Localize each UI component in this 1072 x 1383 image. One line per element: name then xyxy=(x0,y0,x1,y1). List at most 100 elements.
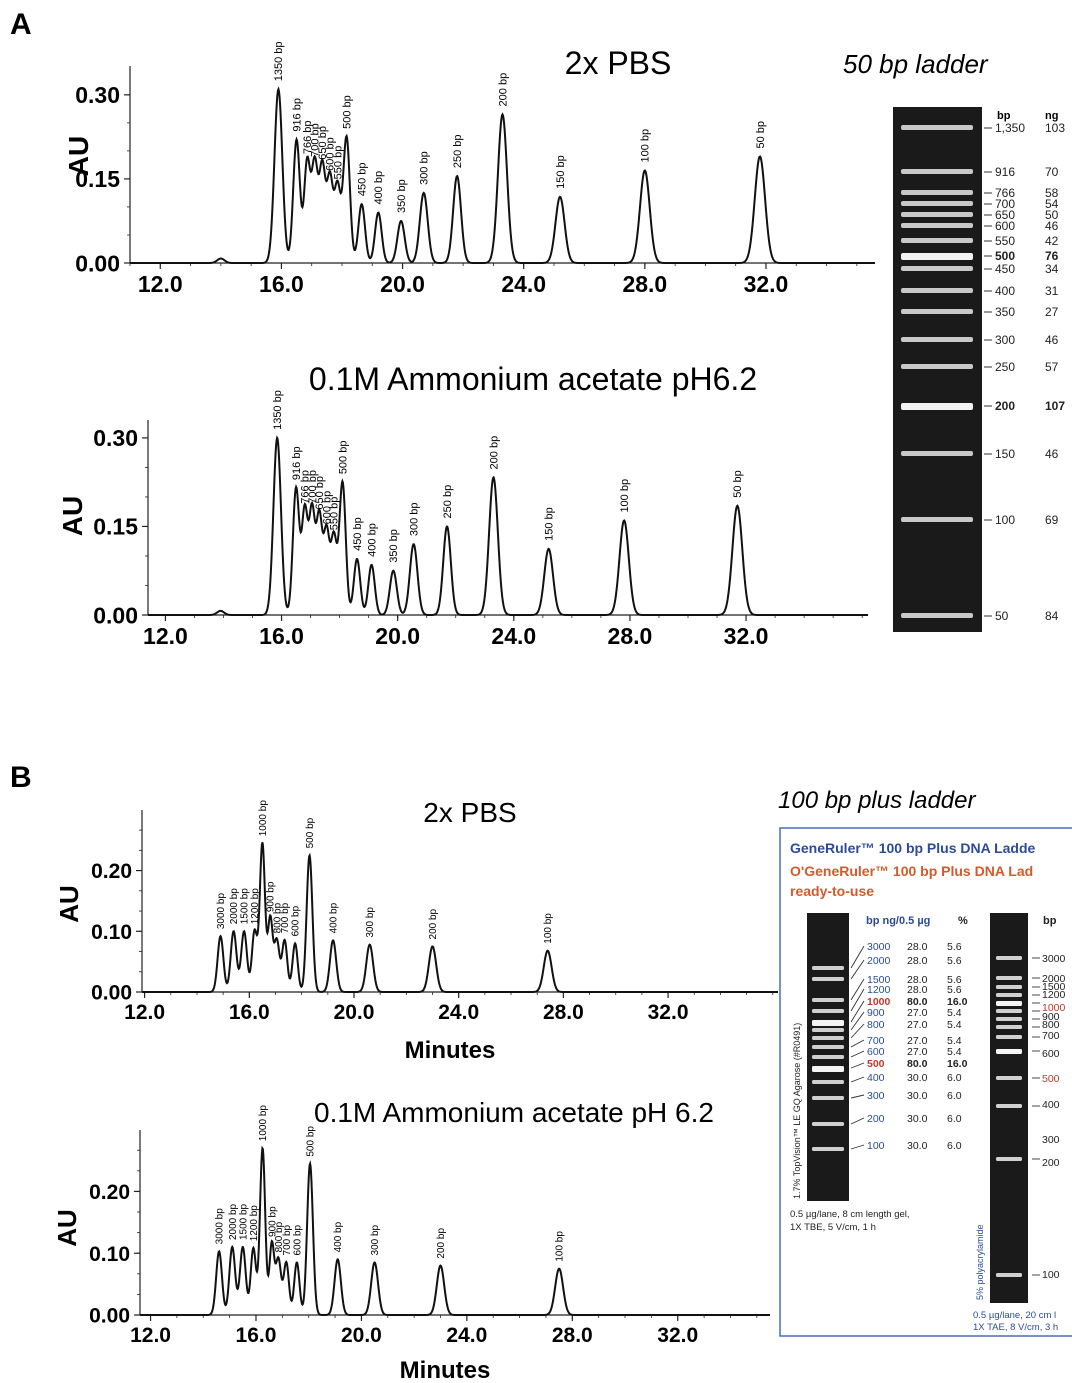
gel1-pct-label: 5.4 xyxy=(947,1035,962,1047)
gel-band xyxy=(901,169,973,174)
y-tick-label: 0.15 xyxy=(75,166,120,192)
y-tick-label: 0.20 xyxy=(89,1181,130,1204)
gel-ng-label: 46 xyxy=(1045,447,1059,461)
peak-label: 1200 bp xyxy=(250,888,261,925)
x-tick-label: 16.0 xyxy=(229,1001,270,1024)
gel1-pct-label: 5.4 xyxy=(947,1019,962,1031)
y-axis-label: AU xyxy=(54,885,84,923)
ready-to-use-label: ready-to-use xyxy=(790,883,874,899)
gel1-ng-label: 30.0 xyxy=(907,1113,928,1125)
gel1-bp-label: 1500 xyxy=(867,974,891,986)
gel1-band xyxy=(812,1066,844,1072)
gel1-connector xyxy=(850,1039,865,1048)
gel1-band xyxy=(812,1080,844,1084)
gel-ng-label: 54 xyxy=(1045,197,1059,211)
peak-label: 900 bp xyxy=(267,1206,278,1237)
gel1-pct-label: 16.0 xyxy=(947,996,968,1008)
x-tick-label: 20.0 xyxy=(375,623,420,649)
x-axis-label: Minutes xyxy=(405,1037,496,1064)
peak-label: 250 bp xyxy=(442,485,454,519)
gel-band xyxy=(901,212,973,217)
gel1-ng-label: 27.0 xyxy=(907,1019,928,1031)
gel-bp-label: 650 xyxy=(995,208,1015,222)
gel-ng-label: 70 xyxy=(1045,165,1059,179)
gel-band xyxy=(901,288,973,293)
gel-ng-label: 69 xyxy=(1045,513,1059,527)
gel-ng-label: 27 xyxy=(1045,305,1059,319)
peak-label: 2000 bp xyxy=(228,1203,239,1240)
gel1-band xyxy=(812,1055,844,1059)
gel1-band xyxy=(812,1028,844,1032)
gel-ng-label: 46 xyxy=(1045,219,1059,233)
gel-ng-label: 57 xyxy=(1045,360,1059,374)
x-tick-label: 24.0 xyxy=(438,1001,479,1024)
peak-label: 916 bp xyxy=(291,98,303,132)
peak-label: 250 bp xyxy=(452,134,464,168)
panel-letter-a: A xyxy=(10,8,32,41)
gel2-bp-label: 1500 xyxy=(1042,981,1066,993)
peak-label: 1000 bp xyxy=(258,1105,269,1142)
peak-label: 600 bp xyxy=(325,137,337,171)
peak-label: 700 bp xyxy=(307,470,319,504)
peak-label: 300 bp xyxy=(419,151,431,185)
gel-bp-label: 700 xyxy=(995,197,1015,211)
gel1-pct-label: 5.4 xyxy=(947,1007,962,1019)
peak-label: 600 bp xyxy=(321,491,333,525)
ogeneruler-title: O'GeneRuler™ 100 bp Plus DNA Lad xyxy=(790,863,1033,879)
peak-label: 1200 bp xyxy=(249,1205,260,1242)
gel1-ng-label: 30.0 xyxy=(907,1090,928,1102)
chart-b-pbs: 2x PBS AU Minutes 0.00 0.10 0.20 12.0 16.0 20.0 2… xyxy=(54,797,778,1064)
gel2-band xyxy=(996,1273,1022,1277)
y-axis-label: AU xyxy=(52,1209,82,1247)
chart-title: 0.1M Ammonium acetate pH 6.2 xyxy=(314,1097,714,1128)
gel2-note-2: 1X TAE, 8 V/cm, 3 h xyxy=(973,1322,1058,1333)
gel-bp-label: 350 xyxy=(995,305,1015,319)
gel-bp-label: 600 xyxy=(995,219,1015,233)
gel-band xyxy=(901,238,973,243)
x-tick-label: 12.0 xyxy=(124,1001,165,1024)
gel-bp-label: 916 xyxy=(995,165,1015,179)
gel-bp-label: 250 xyxy=(995,360,1015,374)
gel2-bp-label: 200 xyxy=(1042,1157,1060,1169)
peak-label: 200 bp xyxy=(436,1228,447,1259)
peak-label: 100 bp xyxy=(619,479,631,513)
gel1-band xyxy=(812,1096,844,1100)
gel1-bp-label: 1000 xyxy=(867,996,891,1008)
y-tick-label: 0.20 xyxy=(91,860,132,883)
gel2-band xyxy=(996,1157,1022,1161)
ladder-title-a: 50 bp ladder xyxy=(843,49,989,79)
gel-bp-label: 300 xyxy=(995,333,1015,347)
gel1-connector xyxy=(850,1117,865,1125)
gel-band xyxy=(901,266,973,271)
gel1-connector xyxy=(850,1062,865,1069)
gel2-bp-label: 3000 xyxy=(1042,953,1066,965)
peak-label: 100 bp xyxy=(640,129,652,163)
gel1-ng-label: 28.0 xyxy=(907,941,928,953)
gel-band xyxy=(901,190,973,195)
gel2-bp-label: 600 xyxy=(1042,1048,1060,1060)
gel2-band xyxy=(996,1076,1022,1080)
gel2-side-label: 5% polyacrylamide xyxy=(975,1224,985,1300)
gel-band xyxy=(901,613,973,618)
gel1-ng-label: 27.0 xyxy=(907,1007,928,1019)
peak-label: 100 bp xyxy=(555,1231,566,1262)
peak-label: 766 bp xyxy=(302,120,314,154)
gel1-band xyxy=(812,1122,844,1126)
gel-ng-label: 84 xyxy=(1045,609,1059,623)
peak-label: 50 bp xyxy=(755,121,767,149)
gel-band xyxy=(901,517,973,522)
gel2-bp-label: 100 xyxy=(1042,1269,1060,1281)
chart-title: 2x PBS xyxy=(565,45,672,81)
x-tick-label: 28.0 xyxy=(543,1001,584,1024)
gel2-bp-label: 300 xyxy=(1042,1134,1060,1146)
gel1-bp-label: 600 xyxy=(867,1046,885,1058)
gel2-bp-label: 2000 xyxy=(1042,973,1066,985)
peak-label: 400 bp xyxy=(366,523,378,557)
gel-bp-label: 150 xyxy=(995,447,1015,461)
gel1-pct-label: 16.0 xyxy=(947,1058,968,1070)
gel2-band xyxy=(996,976,1022,980)
gel-ng-label: 42 xyxy=(1045,234,1059,248)
x-tick-label: 24.0 xyxy=(491,623,536,649)
gel1-connector xyxy=(850,945,865,969)
